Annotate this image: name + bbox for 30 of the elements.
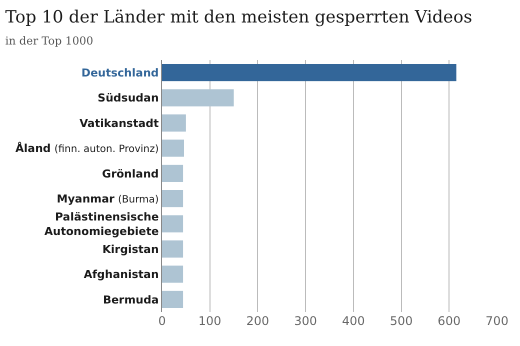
bar xyxy=(162,215,184,232)
bar xyxy=(162,164,184,182)
y-tick-label: Südsudan xyxy=(98,92,159,105)
bar xyxy=(162,89,234,106)
bar xyxy=(162,266,184,283)
y-tick-label: Deutschland xyxy=(81,66,159,80)
bar xyxy=(162,114,186,132)
x-tick-label: 600 xyxy=(438,314,461,328)
text: in der Top 1000 xyxy=(5,34,94,48)
x-tick-label: 700 xyxy=(486,314,508,328)
bar xyxy=(162,290,184,308)
bar xyxy=(162,240,184,258)
x-tick-label: 100 xyxy=(198,314,222,328)
bar xyxy=(162,64,456,82)
y-tick-label: Kirgistan xyxy=(102,242,159,256)
y-tick-label: Åland (finn. auton. Provinz) xyxy=(15,141,159,156)
x-tick-label: 500 xyxy=(390,314,413,328)
y-tick-label: Palästinensische Autonomiegebiete xyxy=(44,210,159,238)
x-tick-label: 0 xyxy=(158,314,166,328)
bar xyxy=(162,140,184,157)
y-tick-label: Myanmar (Burma) xyxy=(56,192,159,206)
y-tick-label: Bermuda xyxy=(102,293,159,306)
y-tick-label: Afghanistan xyxy=(84,268,159,282)
y-tick-label: Grönland xyxy=(102,167,159,180)
y-tick-label: Vatikanstadt xyxy=(80,116,159,130)
x-tick-label: 400 xyxy=(342,314,365,328)
x-tick-label: 200 xyxy=(246,314,270,328)
bar xyxy=(162,190,184,208)
x-tick-label: 300 xyxy=(294,314,318,328)
chart-title: Top 10 der Länder mit den meisten gesperrten Videos xyxy=(5,7,472,28)
